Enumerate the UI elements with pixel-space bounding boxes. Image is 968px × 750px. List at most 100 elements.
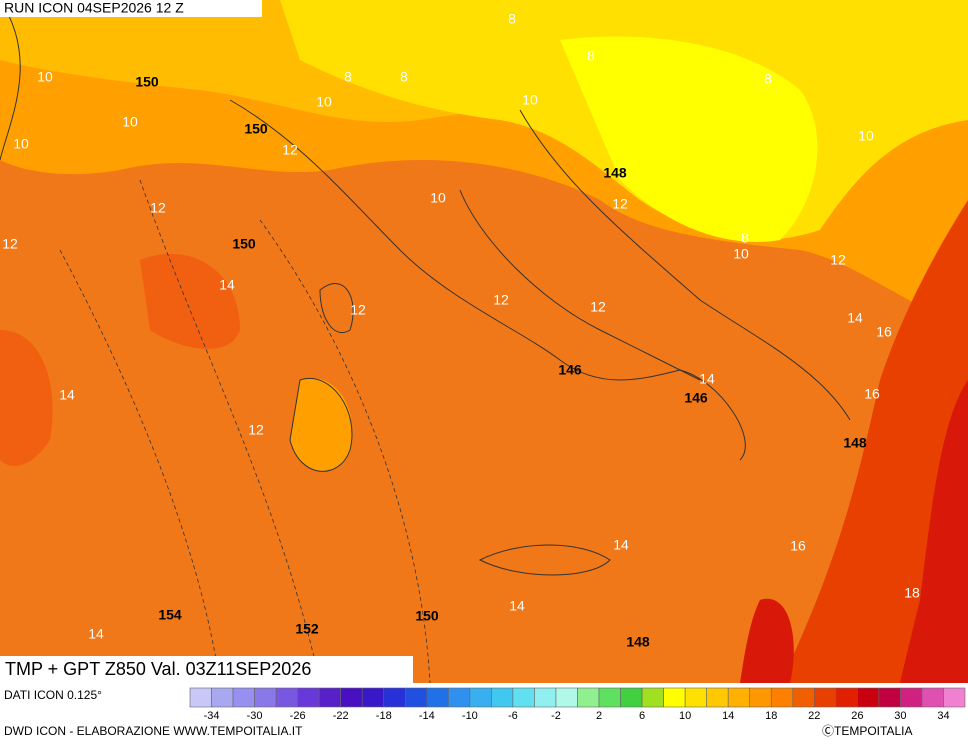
colorbar-tick-label: -30 <box>247 710 263 722</box>
height-label: 148 <box>843 435 867 451</box>
height-label: 146 <box>558 362 582 378</box>
color-box <box>835 687 858 708</box>
color-box <box>749 687 772 708</box>
color-box <box>211 687 234 708</box>
color-box <box>426 687 449 708</box>
temperature-label: 14 <box>699 371 715 387</box>
colorbar-tick-label: -2 <box>551 710 561 722</box>
colorbar-tick-label: 6 <box>639 710 645 722</box>
color-box <box>727 687 751 708</box>
map-title: TMP + GPT Z850 Val. 03Z11SEP2026 <box>5 659 311 679</box>
temperature-label: 14 <box>613 537 629 553</box>
temperature-label: 8 <box>741 230 749 246</box>
height-label: 154 <box>158 607 182 623</box>
temperature-label: 12 <box>150 200 166 216</box>
color-box <box>448 687 471 708</box>
color-box <box>770 687 794 708</box>
temperature-label: 8 <box>344 69 352 85</box>
temperature-label: 12 <box>612 196 628 212</box>
color-box <box>469 687 492 708</box>
colorbar-tick-label: -26 <box>290 710 306 722</box>
colorbar-tick-label: 22 <box>808 710 820 722</box>
color-box <box>641 687 664 708</box>
color-box <box>792 687 815 708</box>
height-label: 146 <box>684 390 708 406</box>
temperature-label: 8 <box>508 11 516 27</box>
color-box <box>340 687 363 708</box>
height-label: 150 <box>415 608 439 624</box>
height-label: 150 <box>232 236 256 252</box>
header-box <box>0 0 262 17</box>
temperature-label: 12 <box>830 252 846 268</box>
temperature-label: 10 <box>122 114 138 130</box>
color-box <box>383 687 406 708</box>
title-box <box>0 656 413 683</box>
color-box <box>814 687 837 708</box>
height-label: 150 <box>135 74 159 90</box>
color-box <box>189 687 212 708</box>
colorbar-tick-label: 26 <box>851 710 863 722</box>
height-label: 152 <box>295 621 319 637</box>
temperature-label: 12 <box>248 422 264 438</box>
temperature-label: 10 <box>430 190 446 206</box>
temperature-label: 10 <box>37 69 53 85</box>
color-box <box>555 687 578 708</box>
height-label: 150 <box>244 121 268 137</box>
temperature-label: 12 <box>282 142 298 158</box>
temperature-label: 12 <box>350 302 366 318</box>
color-box <box>878 687 901 708</box>
colorbar-tick-label: -34 <box>204 710 220 722</box>
color-box <box>900 687 923 708</box>
temperature-label: 12 <box>2 236 18 252</box>
temperature-label: 14 <box>59 387 75 403</box>
temperature-label: 12 <box>493 292 509 308</box>
color-box <box>620 687 643 708</box>
colorbar-tick-label: 30 <box>894 710 906 722</box>
temperature-label: 8 <box>764 71 772 87</box>
color-box <box>232 687 255 708</box>
color-box <box>318 687 341 708</box>
color-box <box>512 687 535 708</box>
color-box <box>361 687 385 708</box>
temperature-label: 8 <box>587 48 595 64</box>
temperature-label: 14 <box>88 626 104 642</box>
color-box <box>943 687 966 708</box>
temperature-label: 18 <box>904 585 920 601</box>
height-label: 148 <box>626 634 650 650</box>
colorbar-tick-label: -6 <box>508 710 518 722</box>
temperature-label: 8 <box>400 69 408 85</box>
color-box <box>684 687 707 708</box>
run-label: RUN ICON 04SEP2026 12 Z <box>4 0 184 16</box>
colorbar: -34 -30 -26 -22 -18 -14 -10 -6 -2 2 6 10 14 18 22 26 30 3… <box>189 687 966 722</box>
colorbar-tick-label: 10 <box>679 710 691 722</box>
color-box <box>491 687 514 708</box>
color-box <box>297 687 320 708</box>
temperature-label: 12 <box>590 299 606 315</box>
temperature-label: 16 <box>876 324 892 340</box>
color-box <box>921 687 944 708</box>
colorbar-tick-label: -22 <box>333 710 349 722</box>
color-box <box>534 687 557 708</box>
colorbar-tick-label: -10 <box>462 710 478 722</box>
temperature-label: 16 <box>790 538 806 554</box>
temperature-label: 14 <box>847 310 863 326</box>
color-box <box>706 687 729 708</box>
height-label: 148 <box>603 165 627 181</box>
temperature-label: 10 <box>733 246 749 262</box>
temperature-label: 14 <box>509 598 525 614</box>
temperature-label: 16 <box>864 386 880 402</box>
color-box <box>598 687 621 708</box>
color-box <box>254 687 277 708</box>
color-box <box>577 687 600 708</box>
color-box <box>404 687 428 708</box>
colorbar-tick-label: -14 <box>419 710 435 722</box>
temperature-label: 14 <box>219 277 235 293</box>
color-box <box>275 687 298 708</box>
temperature-label: 10 <box>13 136 29 152</box>
temperature-label: 10 <box>858 128 874 144</box>
color-box <box>663 687 686 708</box>
colorbar-tick-label: -18 <box>376 710 392 722</box>
temperature-label: 10 <box>522 92 538 108</box>
source: DATI ICON 0.125° <box>4 688 102 702</box>
